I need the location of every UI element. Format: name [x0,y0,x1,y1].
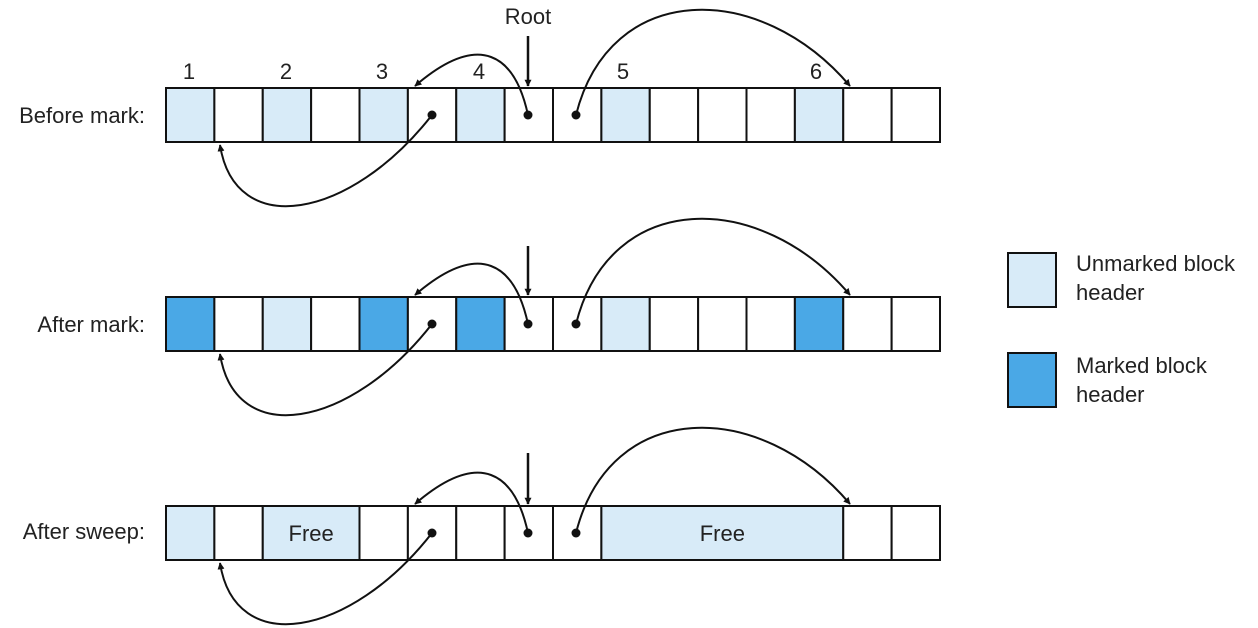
heap-word [697,87,748,143]
legend-label-unmarked-line2: header [1076,280,1145,305]
pointers-after-mark [217,217,851,417]
pointers-before-mark [217,8,851,208]
marked-block-header [165,296,216,352]
legend-swatch-marked [1007,352,1057,408]
heap-word [890,296,941,352]
pointer-arrow [217,323,433,417]
pointer-arrow [575,217,851,325]
heap-word [310,296,361,352]
block-number-1: 1 [183,59,195,84]
free-block-label: Free [700,521,745,546]
row-label-after-sweep: After sweep: [23,519,145,544]
unmarked-block-header [261,296,313,352]
unmarked-block-header [165,87,216,143]
block-number-6: 6 [810,59,822,84]
unmarked-block-header [600,296,651,352]
marked-block-header [358,296,409,352]
legend-swatch-unmarked [1007,252,1057,308]
heap-word [842,505,893,561]
pointer-arrow [414,262,529,325]
pointer-arrow [575,426,851,534]
heap-word [648,296,700,352]
pointer-arrow [414,471,529,534]
unmarked-block-header [261,87,313,143]
heap-word [697,296,748,352]
legend-label-marked-line2: header [1076,382,1145,407]
heap-word [890,87,941,143]
heap-word [842,87,893,143]
heap-row-after-sweep: Free Free [165,505,941,561]
pointer-arrow [414,53,529,116]
unmarked-block-header [600,87,651,143]
heap-word [648,87,700,143]
free-block [261,505,361,561]
block-numbers: 1 2 3 4 5 6 [183,59,822,84]
unmarked-block-header [455,87,506,143]
row-label-before-mark: Before mark: [19,103,145,128]
free-block-label: Free [289,521,334,546]
unmarked-block-header [358,87,409,143]
heap-row-before-mark [165,87,941,143]
pointer-arrow [217,114,433,208]
legend: Unmarked block header Marked block heade… [1007,251,1236,408]
heap-word [455,505,506,561]
block-number-3: 3 [376,59,388,84]
pointer-arrow [217,532,433,626]
heap-word [213,505,264,561]
heap-word [310,87,361,143]
marked-block-header [455,296,506,352]
pointers-after-sweep [217,426,851,626]
heap-word [890,505,941,561]
free-block [600,505,845,561]
legend-label-unmarked-line1: Unmarked block [1076,251,1236,276]
heap-word [842,296,893,352]
heap-row-after-mark [165,296,941,352]
unmarked-block-header [793,87,845,143]
row-label-after-mark: After mark: [37,312,145,337]
block-number-5: 5 [617,59,629,84]
unmarked-block-header [165,505,216,561]
block-number-4: 4 [473,59,485,84]
root-label: Root [505,4,551,29]
heap-word [358,505,409,561]
heap-word [745,87,796,143]
heap-word [745,296,796,352]
marked-block-header [793,296,845,352]
legend-label-marked-line1: Marked block [1076,353,1208,378]
pointer-arrow [575,8,851,116]
heap-word [213,87,264,143]
heap-word [213,296,264,352]
block-number-2: 2 [280,59,292,84]
